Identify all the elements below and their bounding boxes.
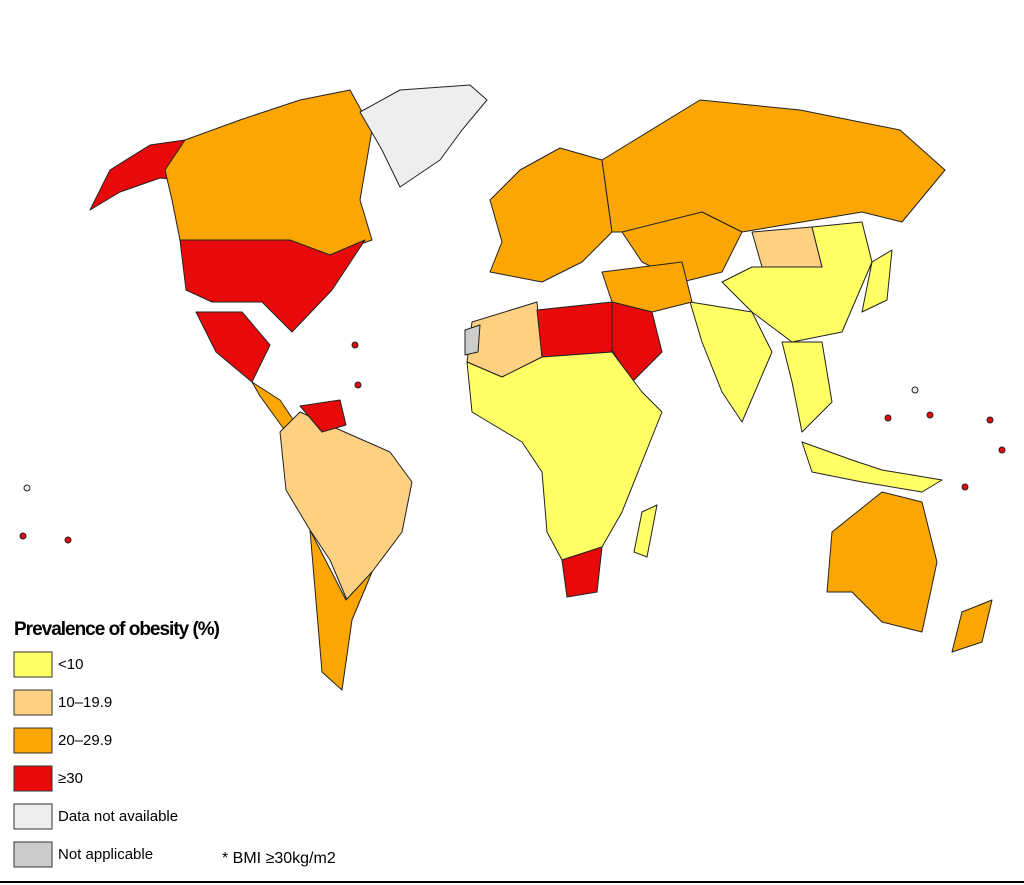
legend-swatch xyxy=(13,803,53,830)
usa xyxy=(179,239,366,333)
madagascar xyxy=(633,504,658,558)
island xyxy=(911,386,919,394)
greenland xyxy=(359,84,488,188)
footnote: * BMI ≥30kg/m2 xyxy=(222,850,336,867)
island xyxy=(351,341,359,349)
legend-swatch xyxy=(13,841,53,868)
legend-swatch xyxy=(13,689,53,716)
china xyxy=(721,221,873,343)
legend-label: 20–29.9 xyxy=(58,732,112,749)
island xyxy=(961,483,969,491)
legend-title: Prevalence of obesity (%) xyxy=(14,619,220,640)
island xyxy=(64,536,72,544)
western-sahara xyxy=(464,324,481,356)
chile-argentina xyxy=(309,529,373,691)
venezuela xyxy=(299,399,347,433)
island xyxy=(884,414,892,422)
island xyxy=(998,446,1006,454)
legend-label: Data not available xyxy=(58,808,178,825)
island xyxy=(354,381,362,389)
japan xyxy=(861,249,893,313)
legend-swatch xyxy=(13,651,53,678)
india xyxy=(689,301,773,423)
legend: <10 10–19.9 20–29.9 ≥30 Data not available No… xyxy=(13,651,178,868)
africa xyxy=(466,351,663,561)
middle-east xyxy=(601,261,693,313)
australia xyxy=(826,491,938,633)
indonesia xyxy=(801,441,943,493)
central-asia xyxy=(621,211,743,283)
mexico xyxy=(195,311,271,383)
new-zealand xyxy=(951,599,993,653)
legend-label: 10–19.9 xyxy=(58,694,112,711)
legend-label: ≥30 xyxy=(58,770,83,787)
legend-label: Not applicable xyxy=(58,846,153,863)
island xyxy=(19,532,27,540)
island xyxy=(986,416,994,424)
island xyxy=(926,411,934,419)
world-regions xyxy=(19,84,1006,691)
southeast-asia xyxy=(781,341,833,433)
legend-swatch xyxy=(13,765,53,792)
island xyxy=(23,484,31,492)
legend-label: <10 xyxy=(58,656,83,673)
europe xyxy=(489,147,613,283)
legend-swatch xyxy=(13,727,53,754)
mongolia xyxy=(751,226,823,268)
south-africa xyxy=(561,546,603,598)
libya-egypt xyxy=(536,301,613,358)
